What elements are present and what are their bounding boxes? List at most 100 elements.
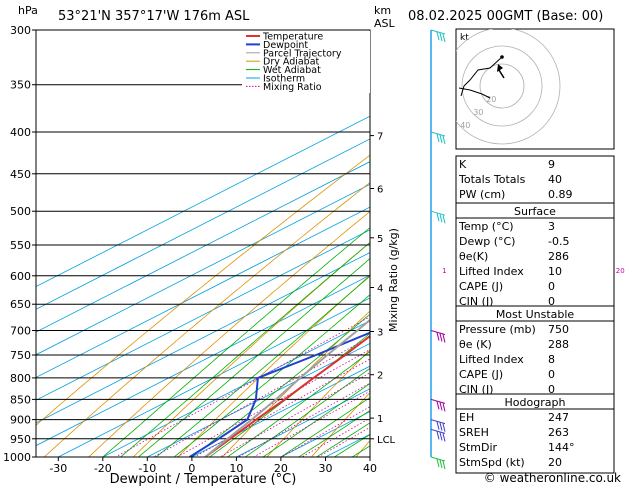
stat-label: CIN (J) (459, 383, 493, 396)
stat-value: 247 (548, 411, 569, 424)
most-unstable-table-title: Most Unstable (496, 308, 575, 321)
hodograph-table: Hodograph EH 247 SREH 263 StmDir 144° StmSpd (k… (455, 393, 615, 474)
wet-adiabat-line (245, 367, 370, 457)
stat-label: PW (cm) (459, 188, 505, 201)
stat-value: 750 (548, 323, 569, 336)
stat-value: 20 (548, 456, 562, 469)
isotherm-line (58, 297, 370, 457)
legend-label: Mixing Ratio (263, 82, 322, 93)
wet-adiabat-line (298, 409, 370, 457)
stat-label: Totals Totals (458, 173, 526, 186)
wet-adiabat-line (209, 332, 370, 457)
stat-label: Dewp (°C) (459, 235, 515, 248)
pressure-tick-label: 1000 (3, 451, 31, 464)
wind-barb (430, 456, 446, 470)
stat-label: CAPE (J) (459, 280, 503, 293)
temperature-tick-label: 30 (319, 462, 333, 475)
pressure-tick-label: 800 (10, 372, 31, 385)
temperature-tick-label: -30 (49, 462, 67, 475)
stat-value: 0 (548, 383, 555, 396)
stat-value: 40 (548, 173, 562, 186)
temperature-tick-label: -10 (138, 462, 156, 475)
mixing-ratio-label: 20 (616, 267, 625, 275)
pressure-tick-label: 600 (10, 270, 31, 283)
km-tick-label: 1 (377, 414, 383, 425)
wind-barb (430, 330, 446, 343)
pressure-tick-label: 550 (10, 239, 31, 252)
pressure-tick-label: 650 (10, 298, 31, 311)
isotherm-line (36, 138, 370, 310)
isotherm-line (36, 274, 370, 447)
hodograph-table-frame (455, 393, 615, 474)
wet-adiabat-line (262, 383, 370, 457)
hodograph-ring-label: 40 (460, 121, 470, 130)
hodograph-lower-trace (458, 87, 491, 99)
wind-barb (430, 419, 446, 432)
surface-table-title: Surface (514, 205, 556, 218)
stat-value: 0 (548, 368, 555, 381)
wind-barb (430, 210, 446, 224)
stat-label: θe(K) (459, 250, 488, 263)
mixing-ratio-line (177, 349, 370, 457)
datetime-title: 08.02.2025 00GMT (Base: 00) (408, 9, 603, 24)
pressure-tick-label: 850 (10, 393, 31, 406)
wind-barb (430, 29, 446, 43)
isotherm-lines (36, 115, 370, 457)
stat-label: SREH (459, 426, 489, 439)
stat-value: 263 (548, 426, 569, 439)
storm-motion-arrowhead (497, 64, 503, 72)
legend-label: Temperature (262, 32, 323, 43)
legend-label: Dry Adiabat (263, 57, 320, 68)
stat-value: 0 (548, 280, 555, 293)
stat-label: CAPE (J) (459, 368, 503, 381)
mixing-ratio-line (317, 426, 370, 457)
hodograph-ring (461, 45, 543, 127)
legend-label: Isotherm (263, 74, 305, 85)
most-unstable-table: Most Unstable Pressure (mb) 750 θe (K) 288 Li… (455, 305, 615, 401)
wind-barb (430, 428, 446, 442)
asl-label: ASL (374, 17, 396, 30)
parcel-trajectory-line (204, 318, 370, 457)
hodograph-ring-label: 20 (486, 95, 496, 104)
mixing-ratio-axis-title: Mixing Ratio (g/kg) (387, 228, 400, 332)
pressure-tick-label: 450 (10, 168, 31, 181)
temperature-tick-label: -20 (94, 462, 112, 475)
pressure-axis: 300 350 400 450 500 550 600 650 700 750 800 850 900 9… (3, 24, 36, 464)
stat-label: K (459, 158, 467, 171)
hodograph-trace (460, 56, 503, 97)
km-tick-label: 2 (377, 371, 383, 382)
km-tick-label: 6 (377, 185, 383, 196)
stat-value: 0 (548, 295, 555, 308)
isotherm-line (36, 252, 370, 424)
km-axis: 7 6 5 4 3 2 1 LCL (370, 132, 396, 446)
pressure-tick-label: 900 (10, 414, 31, 427)
stat-label: Lifted Index (459, 353, 524, 366)
isotherm-line (191, 365, 370, 457)
km-label: km (374, 4, 391, 17)
stat-label: Lifted Index (459, 265, 524, 278)
km-tick-label: 7 (377, 132, 383, 143)
indices-table: K 9 Totals Totals 40 PW (cm) 0.89 (455, 155, 615, 206)
temperature-tick-label: 10 (229, 462, 243, 475)
temperature-axis: -30 -20 -10 0 10 20 30 40 (49, 457, 377, 475)
legend-label: Dewpoint (263, 40, 308, 51)
temperature-tick-label: 0 (188, 462, 195, 475)
temperature-line (204, 334, 370, 457)
wet-adiabat-line (227, 351, 370, 457)
pressure-tick-label: 300 (10, 24, 31, 37)
mixing-ratio-line (238, 382, 370, 457)
pressure-tick-label: 950 (10, 433, 31, 446)
pressure-tick-label: 750 (10, 349, 31, 362)
stat-label: StmSpd (kt) (459, 456, 525, 469)
stat-value: 3 (548, 220, 555, 233)
dry-adiabat-line (311, 392, 370, 457)
legend-label: Parcel Trajectory (263, 48, 342, 59)
stat-value: 0.89 (548, 188, 573, 201)
credit: © weatheronline.co.uk (484, 471, 621, 485)
most-unstable-table-frame (455, 305, 615, 401)
temperature-tick-label: 20 (274, 462, 288, 475)
stat-label: CIN (J) (459, 295, 493, 308)
